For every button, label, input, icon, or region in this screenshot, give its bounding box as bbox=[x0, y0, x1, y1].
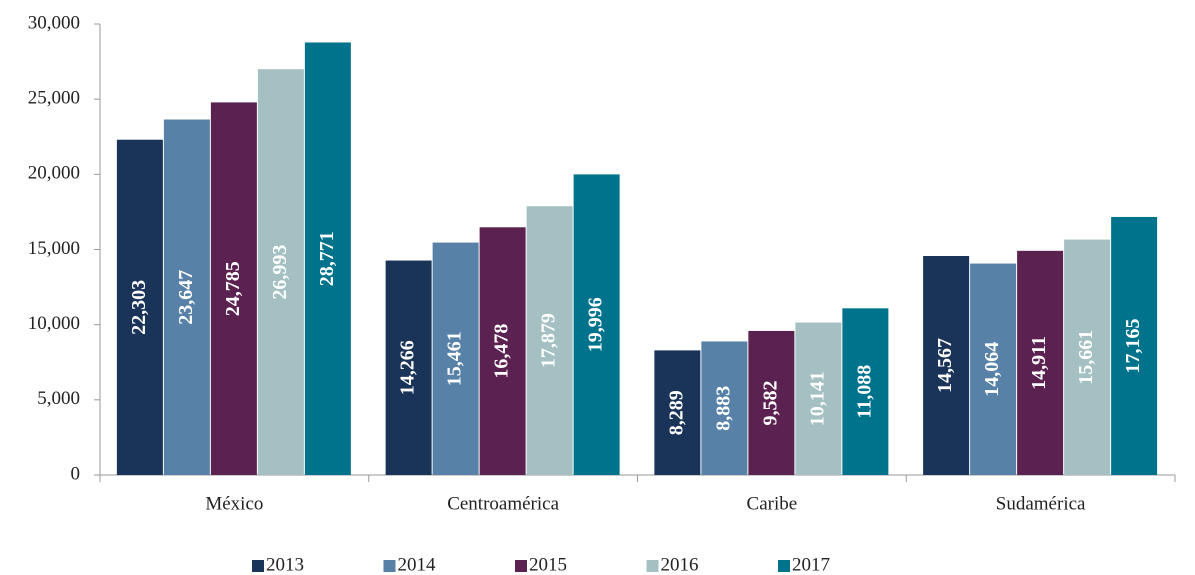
y-tick-label: 15,000 bbox=[28, 238, 80, 259]
data-label: 17,879 bbox=[538, 313, 560, 368]
data-label: 14,266 bbox=[397, 340, 419, 395]
bar bbox=[1111, 216, 1158, 476]
bar bbox=[701, 341, 748, 475]
legend-swatch bbox=[515, 560, 527, 572]
legend-label: 2015 bbox=[529, 554, 567, 575]
y-tick-label: 20,000 bbox=[28, 163, 80, 184]
data-label: 8,883 bbox=[712, 386, 734, 431]
y-tick-label: 10,000 bbox=[28, 313, 80, 334]
bar bbox=[432, 242, 479, 475]
bar bbox=[573, 174, 620, 475]
bar bbox=[842, 308, 889, 475]
bar bbox=[654, 350, 701, 475]
data-label: 14,064 bbox=[981, 342, 1003, 397]
data-label: 15,661 bbox=[1075, 330, 1097, 385]
y-tick-label: 5,000 bbox=[37, 388, 80, 409]
data-label: 19,996 bbox=[585, 297, 607, 352]
data-label: 10,141 bbox=[806, 371, 828, 426]
data-label: 22,303 bbox=[128, 280, 150, 335]
bar bbox=[1017, 250, 1064, 475]
legend-label: 2013 bbox=[266, 554, 304, 575]
data-label: 11,088 bbox=[853, 365, 875, 419]
data-label: 8,289 bbox=[665, 390, 687, 435]
data-label: 28,771 bbox=[316, 231, 338, 286]
legend-label: 2014 bbox=[398, 554, 437, 575]
bar bbox=[970, 263, 1017, 475]
x-tick-label: Sudamérica bbox=[996, 493, 1086, 514]
bar bbox=[385, 260, 432, 475]
bar bbox=[116, 139, 163, 476]
data-label: 23,647 bbox=[175, 270, 197, 325]
data-label: 24,785 bbox=[222, 261, 244, 316]
legend-label: 2017 bbox=[792, 554, 830, 575]
legend-swatch bbox=[383, 560, 396, 572]
bar bbox=[163, 119, 210, 475]
bar bbox=[210, 102, 257, 475]
y-tick-label: 30,000 bbox=[28, 12, 80, 33]
legend-swatch bbox=[252, 560, 264, 572]
bar bbox=[304, 42, 351, 476]
data-label: 26,993 bbox=[269, 245, 291, 300]
legend-swatch bbox=[646, 560, 659, 572]
y-tick-label: 0 bbox=[71, 463, 81, 484]
data-label: 14,567 bbox=[934, 338, 956, 393]
bar bbox=[923, 256, 970, 475]
data-label: 15,461 bbox=[444, 331, 466, 386]
bar bbox=[479, 227, 526, 475]
bar bbox=[257, 69, 304, 475]
x-tick-label: Centroamérica bbox=[447, 493, 559, 514]
legend-label: 2016 bbox=[661, 554, 699, 575]
x-tick-label: México bbox=[205, 493, 263, 514]
x-tick-label: Caribe bbox=[747, 493, 798, 514]
legend-swatch bbox=[778, 560, 790, 572]
data-label: 9,582 bbox=[759, 380, 781, 425]
bar bbox=[526, 206, 573, 475]
bar bbox=[1064, 239, 1111, 475]
bar bbox=[748, 330, 795, 475]
data-label: 17,165 bbox=[1122, 318, 1144, 373]
data-label: 16,478 bbox=[491, 324, 513, 379]
bar bbox=[795, 322, 842, 475]
y-tick-label: 25,000 bbox=[28, 88, 80, 109]
data-label: 14,911 bbox=[1028, 336, 1050, 390]
